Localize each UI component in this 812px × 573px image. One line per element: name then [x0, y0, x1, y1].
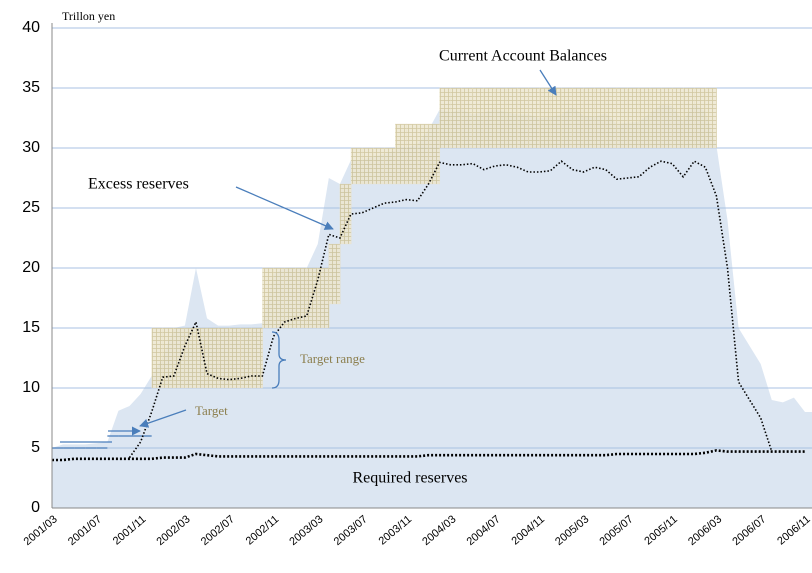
target-band [295, 267, 308, 329]
x-tick-label: 2004/07 [465, 513, 503, 548]
target-band [472, 87, 485, 149]
x-tick-label: 2001/11 [111, 513, 149, 547]
target-band [550, 87, 562, 149]
x-tick-label: 2005/03 [553, 513, 591, 548]
target-band [572, 87, 584, 149]
target-band [262, 267, 274, 329]
plot-area [51, 23, 812, 509]
target-band [439, 87, 452, 149]
y-tick-label: 10 [22, 379, 40, 396]
target-band [671, 87, 684, 149]
x-tick-label: 2006/11 [775, 513, 812, 547]
target-band [339, 183, 352, 245]
y-axis-label: Trillon yen [62, 9, 115, 23]
x-tick-label: 2002/07 [199, 513, 237, 548]
target-band [417, 123, 429, 185]
area [52, 103, 812, 508]
target-band [350, 147, 363, 185]
y-tick-label: 30 [22, 139, 40, 156]
target-band [395, 123, 407, 185]
annotation: Current Account Balances [439, 48, 607, 65]
annotation: Target range [300, 351, 365, 366]
target-band [638, 87, 651, 149]
target-band [528, 87, 540, 149]
line [52, 449, 805, 462]
x-tick-label: 2001/03 [22, 513, 60, 548]
target-band [594, 87, 607, 149]
target-band [251, 327, 263, 389]
x-tick-label: 2006/03 [686, 513, 724, 548]
x-tick-label: 2004/03 [420, 513, 458, 548]
x-tick-label: 2002/03 [155, 513, 193, 548]
annotation-arrows [60, 69, 557, 443]
target-band [683, 87, 695, 149]
target-band [649, 87, 662, 149]
target-band [516, 87, 529, 149]
target-band [461, 87, 474, 149]
annotation: Target [195, 403, 228, 418]
target-band [616, 87, 629, 149]
x-tick-label: 2003/11 [377, 513, 415, 547]
target-band [361, 147, 374, 185]
y-tick-label: 35 [22, 79, 40, 96]
target-band [240, 327, 252, 389]
target-band [583, 87, 596, 149]
target-band [195, 327, 208, 389]
target-band [384, 147, 396, 185]
y-tick-label: 0 [31, 499, 40, 516]
y-tick-label: 20 [22, 259, 40, 276]
x-tick-label: 2004/11 [509, 513, 547, 547]
y-tick-label: 40 [22, 19, 40, 36]
annotation: Required reserves [352, 470, 467, 487]
target-band [162, 327, 175, 389]
target-band [317, 267, 330, 329]
target-band [627, 87, 640, 149]
x-tick-label: 2006/07 [730, 513, 768, 548]
target-band [705, 87, 717, 149]
target-band [273, 267, 285, 329]
target-band [483, 87, 496, 149]
annotation: Excess reserves [88, 176, 189, 193]
x-tick-label: 2005/07 [597, 513, 635, 548]
target-band [561, 87, 573, 149]
x-tick-label: 2003/07 [332, 513, 370, 548]
target-band [539, 87, 551, 149]
y-tick-label: 5 [31, 439, 40, 456]
target-band [428, 123, 441, 185]
target-band [605, 87, 618, 149]
x-tick-label: 2005/11 [642, 513, 680, 547]
x-tick-label: 2002/11 [244, 513, 282, 547]
target-band [450, 87, 463, 149]
x-tick-label: 2003/03 [287, 513, 325, 548]
line [128, 160, 773, 459]
y-tick-label: 15 [22, 319, 40, 336]
target-band [206, 327, 219, 389]
target-band [184, 327, 197, 389]
target-band [372, 147, 385, 185]
y-tick-label: 25 [22, 199, 40, 216]
target-band [494, 87, 507, 149]
target-band [406, 123, 418, 185]
target-band [694, 87, 706, 149]
target-band [660, 87, 673, 149]
target-band [328, 243, 341, 305]
x-tick-label: 2001/07 [66, 513, 104, 548]
target-band [505, 87, 518, 149]
target-band [173, 327, 186, 389]
